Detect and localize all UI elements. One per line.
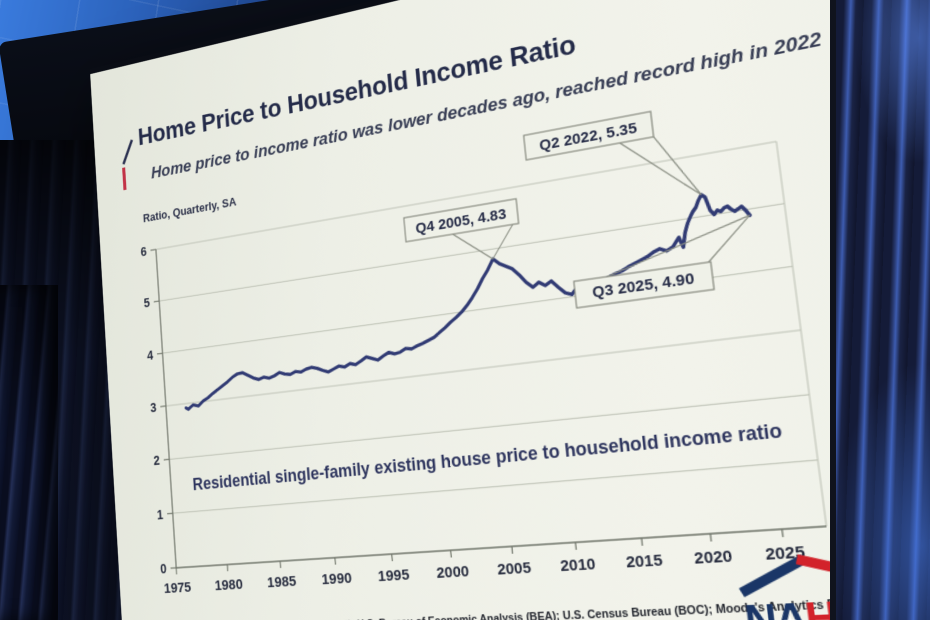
y-tick [160, 406, 166, 407]
x-tick [782, 529, 783, 537]
y-tick-label: 5 [143, 295, 150, 311]
y-tick [164, 459, 170, 460]
title-accent-mark [117, 136, 140, 195]
accent-slash-icon [117, 136, 140, 195]
callout-leader [704, 215, 755, 262]
x-tick-label: 2010 [559, 555, 596, 575]
y-tick-label: 1 [156, 507, 163, 523]
slide: Home Price to Household Income Ratio Hom… [89, 0, 930, 620]
gridline [166, 330, 801, 406]
y-tick [150, 249, 155, 250]
series-label: Residential single-family existing house… [192, 422, 783, 495]
x-tick [392, 554, 393, 561]
x-tick [642, 538, 643, 546]
x-tick-label: 1980 [214, 576, 244, 593]
x-tick-label: 1990 [321, 569, 353, 587]
nahb-na: NA [742, 596, 811, 620]
line-chart: 0 1 2 3 4 5 6 1975 1980 1985 1990 1995 2000 2005 2010 2… [140, 72, 885, 596]
star-icon: ★ [782, 612, 799, 620]
y-tick-label: 4 [147, 347, 155, 363]
x-tick [575, 542, 576, 549]
x-tick-label: 1975 [163, 579, 191, 596]
x-tick [512, 546, 513, 553]
x-tick-label: 1995 [377, 566, 410, 584]
x-tick-label: 1985 [267, 573, 298, 591]
y-tick [157, 353, 163, 354]
annotation-box [404, 199, 519, 242]
curtain-left [0, 285, 58, 620]
y-tick-label: 6 [140, 244, 147, 259]
y-tick [154, 301, 159, 302]
projector-screen: Home Price to Household Income Ratio Hom… [89, 0, 930, 620]
x-tick [280, 561, 281, 568]
x-tick [451, 550, 452, 557]
x-tick-label: 2005 [496, 559, 532, 578]
curtain-right [830, 0, 930, 620]
y-tick-label: 0 [160, 561, 167, 577]
annotation-box [524, 111, 654, 159]
x-tick-label: 2000 [436, 562, 470, 581]
y-tick-label: 3 [150, 400, 157, 416]
x-tick-label: 2025 [764, 542, 806, 563]
y-tick-label: 2 [153, 453, 160, 469]
x-tick-label: 2015 [625, 551, 664, 571]
x-tick-label: 2020 [693, 547, 734, 568]
plot-border-right [776, 141, 826, 526]
x-tick [335, 558, 336, 565]
callout-leader [490, 224, 516, 259]
x-tick [710, 534, 711, 542]
